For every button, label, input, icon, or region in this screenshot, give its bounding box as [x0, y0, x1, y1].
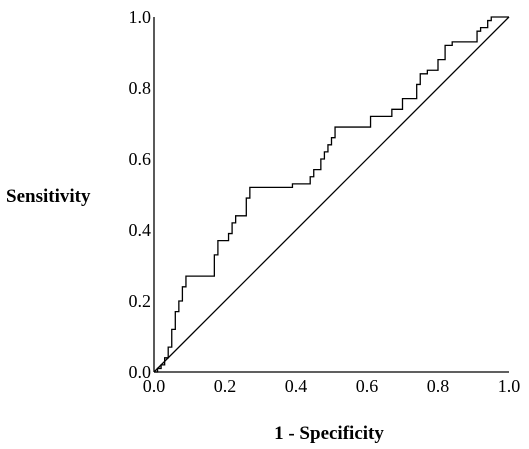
y-axis-title: Sensitivity	[6, 186, 91, 207]
x-tick-label: 0.4	[285, 376, 308, 396]
x-tick-label: 0.0	[143, 376, 166, 396]
y-tick-label: 1.0	[129, 7, 152, 27]
x-tick-label: 0.8	[427, 376, 450, 396]
y-tick-label: 0.4	[129, 220, 152, 240]
y-tick-label: 0.6	[129, 149, 152, 169]
series	[153, 16, 510, 373]
y-tick-label: 0.8	[129, 78, 152, 98]
axes	[153, 17, 509, 373]
y-tick-label: 0.2	[129, 291, 152, 311]
x-tick-label: 0.2	[214, 376, 237, 396]
y-tick-label: 0.0	[129, 362, 152, 382]
reference-line-line	[153, 16, 510, 373]
x-tick-label: 0.6	[356, 376, 379, 396]
x-axis-title: 1 - Specificity	[274, 423, 384, 444]
tick-labels: 0.0 0.2 0.4 0.6 0.8 1.0 0.0 0.2 0.4 0.6 0.8 1.0	[129, 7, 521, 396]
x-tick-label: 1.0	[498, 376, 521, 396]
roc-curve-line	[154, 16, 509, 373]
